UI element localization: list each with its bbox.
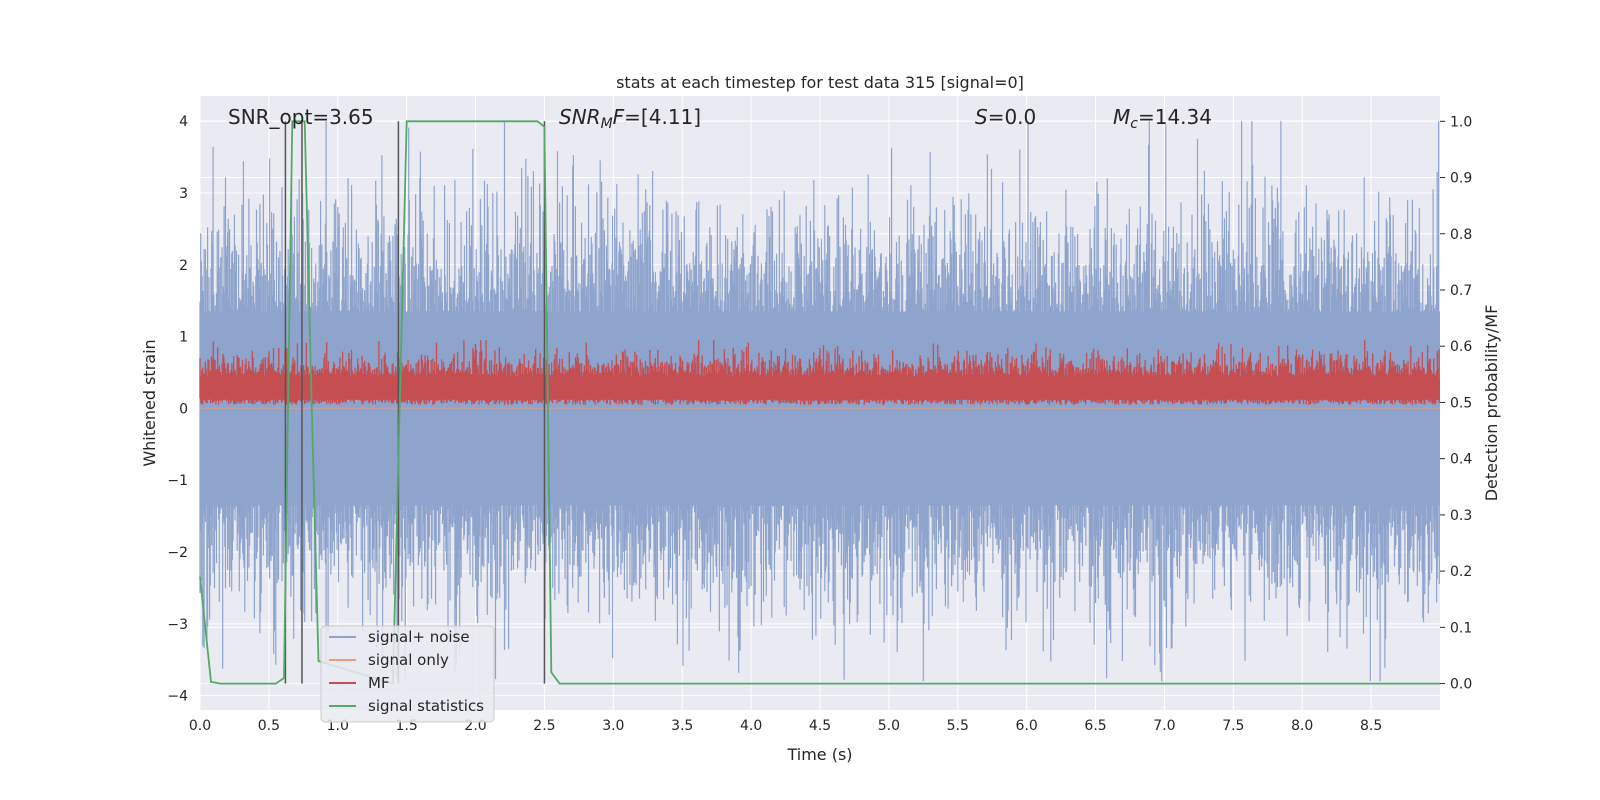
y-tick-label-left: −2: [167, 545, 188, 561]
mf-core: [200, 378, 1440, 400]
x-tick-label: 3.5: [671, 718, 693, 734]
y-tick-label-left: −3: [167, 617, 188, 633]
y-tick-label-left: 4: [179, 114, 188, 130]
y-tick-label-right: 0.8: [1450, 227, 1472, 243]
x-tick-label: 6.5: [1084, 718, 1106, 734]
y-tick-label-left: 2: [179, 258, 188, 274]
legend-label: MF: [368, 674, 390, 692]
x-tick-label: 7.0: [1153, 718, 1175, 734]
series-signal-statistics: [199, 120, 1440, 685]
y-tick-label-right: 0.9: [1450, 171, 1472, 187]
legend-label: signal+ noise: [368, 628, 470, 646]
y-tick-label-right: 0.1: [1450, 620, 1472, 636]
legend-box: [320, 625, 495, 723]
x-tick-label: 6.0: [1016, 718, 1038, 734]
x-tick-label: 3.0: [602, 718, 624, 734]
legend-label: signal only: [368, 651, 449, 669]
y-tick-label-left: −4: [167, 689, 188, 705]
x-tick-label: 8.0: [1291, 718, 1313, 734]
y-tick-label-left: 3: [179, 186, 188, 202]
x-tick-label: 0.0: [189, 718, 211, 734]
y-tick-label-left: 1: [179, 330, 188, 346]
y-tick-label-left: −1: [167, 473, 188, 489]
chart-title: stats at each timestep for test data 315…: [616, 73, 1024, 92]
x-tick-label: 4.5: [809, 718, 831, 734]
annotation-snr-mf: SNRMF=[4.11]: [559, 105, 701, 132]
signal-statistics-line: [199, 120, 1440, 685]
y-tick-label-right: 0.5: [1450, 395, 1472, 411]
x-tick-label: 5.5: [947, 718, 969, 734]
y-tick-label-left: 0: [179, 401, 188, 417]
legend: signal+ noise signal only MF signal statist…: [320, 625, 495, 723]
annotation-snr-opt: SNR_opt=3.65: [228, 105, 374, 129]
y-tick-label-right: 0.3: [1450, 508, 1472, 524]
annotation-s: S=0.0: [975, 105, 1036, 129]
x-tick-label: 2.5: [533, 718, 555, 734]
ticks: 0.0 0.5 1.0 1.5 2.0 2.5 3.0 3.5 4.0 4.5 5.0 5.5 6.0 6…: [167, 114, 1472, 734]
y-tick-label-right: 1.0: [1450, 114, 1472, 130]
y-tick-label-right: 0.7: [1450, 283, 1472, 299]
x-tick-label: 4.0: [740, 718, 762, 734]
y-axis-label-right: Detection probability/MF: [1482, 305, 1501, 502]
y-tick-label-right: 0.4: [1450, 452, 1472, 468]
y-axis-label-left: Whitened strain: [140, 339, 159, 466]
x-tick-label: 0.5: [258, 718, 280, 734]
x-axis-label: Time (s): [786, 745, 852, 764]
x-tick-label: 7.5: [1222, 718, 1244, 734]
y-tick-label-right: 0.6: [1450, 339, 1472, 355]
series-mf: [199, 340, 1440, 405]
y-tick-label-right: 0.0: [1450, 677, 1472, 693]
legend-label: signal statistics: [368, 697, 484, 715]
x-tick-label: 5.0: [878, 718, 900, 734]
x-tick-label: 8.5: [1360, 718, 1382, 734]
annotation-mc: Mc=14.34: [1113, 105, 1212, 132]
y-tick-label-right: 0.2: [1450, 564, 1472, 580]
